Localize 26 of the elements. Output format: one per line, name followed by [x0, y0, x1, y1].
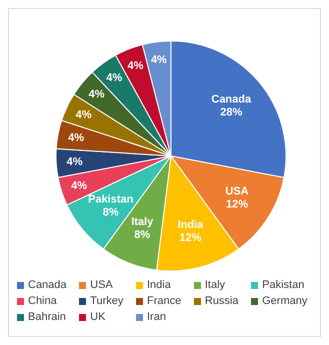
- legend-label: China: [28, 295, 57, 307]
- legend-label: Bahrain: [28, 311, 66, 323]
- data-label: Canada 28%: [211, 94, 252, 119]
- legend-label: France: [147, 295, 182, 307]
- legend-label: Iran: [147, 311, 166, 323]
- legend-label: Canada: [28, 279, 67, 291]
- legend-label: UK: [90, 311, 106, 323]
- legend-label: Turkey: [90, 295, 124, 307]
- legend-label: Russia: [204, 295, 238, 307]
- data-label: 4%: [150, 54, 168, 66]
- legend-label: Italy: [204, 279, 226, 291]
- data-label: 4%: [76, 108, 92, 121]
- data-label: USA 12%: [225, 185, 249, 210]
- data-label: India 12%: [178, 219, 204, 244]
- data-label: 4%: [127, 60, 144, 72]
- data-label: 4%: [68, 132, 84, 144]
- data-label: Italy 8%: [131, 216, 154, 242]
- data-label: Pakistan 8%: [88, 193, 134, 218]
- legend-label: Pakistan: [262, 279, 304, 291]
- data-label: 4%: [66, 156, 83, 168]
- legend-label: USA: [90, 279, 113, 291]
- legend-label: India: [147, 279, 171, 291]
- data-label: 4%: [106, 72, 122, 84]
- data-label: 4%: [88, 88, 105, 100]
- data-label: 4%: [71, 180, 88, 192]
- legend-label: Germany: [262, 295, 308, 307]
